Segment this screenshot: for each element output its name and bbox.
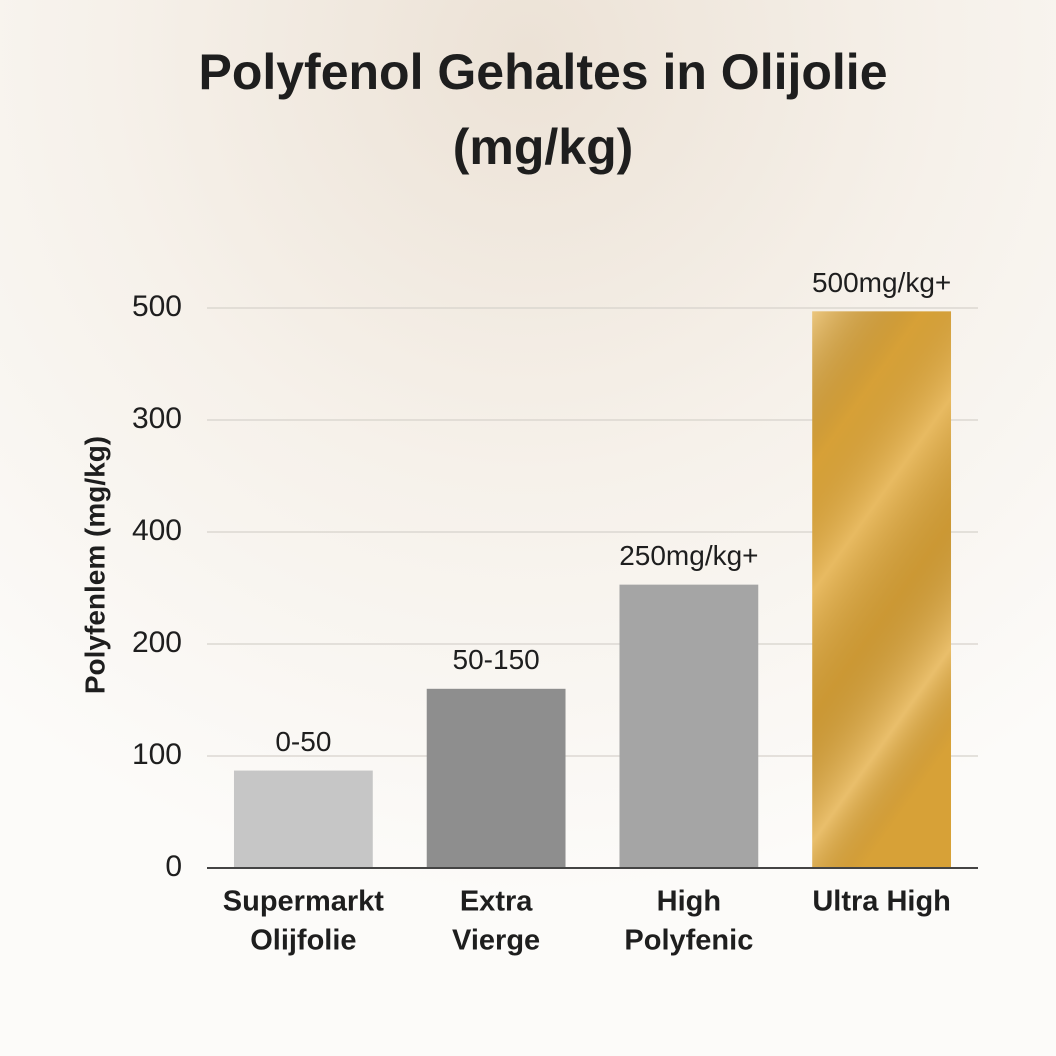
bar-annotation: 0-50 [275,726,331,757]
y-tick-label: 300 [132,402,182,435]
x-tick-label: Supermarkt [223,886,385,918]
y-tick-label: 0 [165,850,182,883]
bar [233,770,373,868]
bar [619,584,759,868]
y-tick-label: 500 [132,290,182,323]
bar-shine [812,311,952,868]
y-tick-label: 200 [132,626,182,659]
x-tick-label: Polyfenic [624,925,753,957]
bar-annotation: 50-150 [453,644,540,675]
bar [426,688,566,868]
y-tick-label: 100 [132,738,182,771]
chart-title: (mg/kg) [453,119,634,175]
x-tick-label: High [657,886,721,918]
y-axis-label: Polyfenlem (mg/kg) [79,436,110,694]
x-tick-label: Extra [460,886,533,918]
x-tick-label: Ultra High [812,886,951,918]
chart-title: Polyfenol Gehaltes in Olijolie [198,44,887,100]
x-tick-label: Olijfolie [250,925,356,957]
x-tick-label: Vierge [452,925,540,957]
bar-annotation: 250mg/kg+ [619,540,758,571]
bar-annotation: 500mg/kg+ [812,267,951,298]
y-tick-label: 400 [132,514,182,547]
